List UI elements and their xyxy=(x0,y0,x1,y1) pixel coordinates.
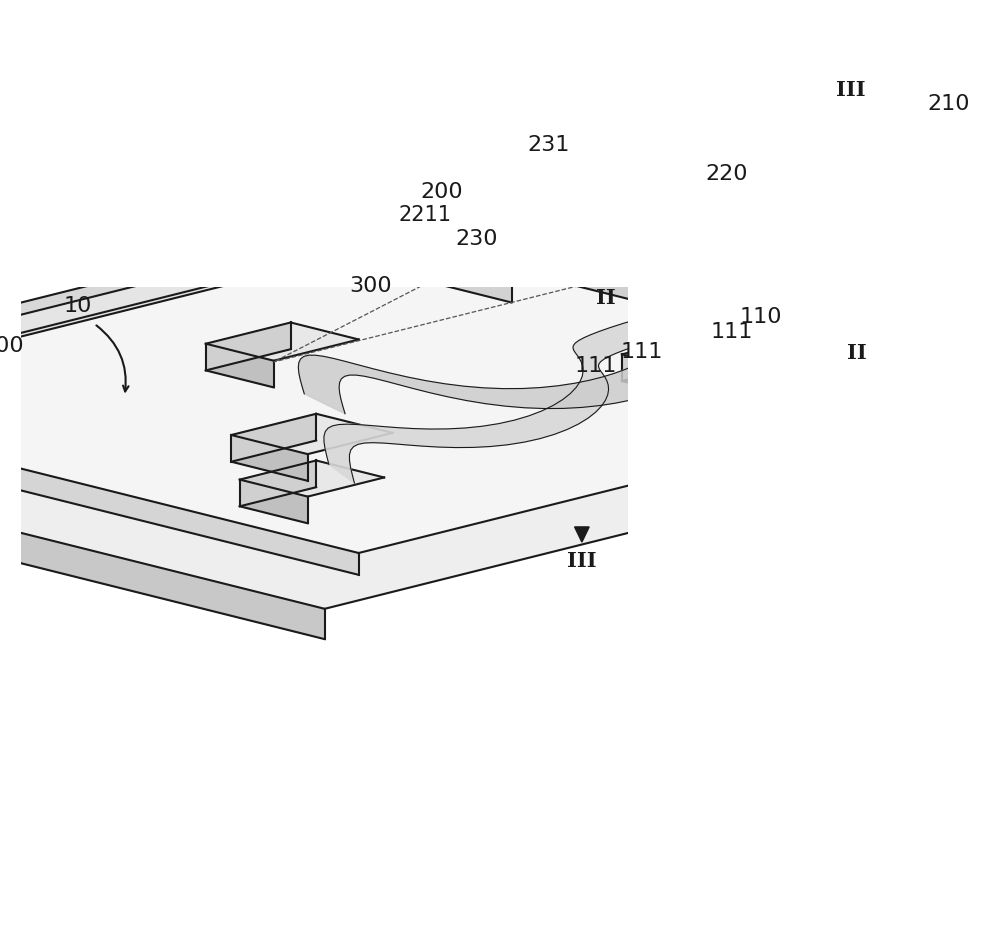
Text: 111: 111 xyxy=(621,341,663,362)
Text: 200: 200 xyxy=(420,182,463,202)
Polygon shape xyxy=(206,323,359,361)
Polygon shape xyxy=(240,461,316,506)
Polygon shape xyxy=(558,177,618,192)
Polygon shape xyxy=(206,344,274,387)
Text: 111: 111 xyxy=(710,323,753,342)
Polygon shape xyxy=(240,480,308,524)
Polygon shape xyxy=(572,180,604,189)
Polygon shape xyxy=(0,206,1000,609)
Polygon shape xyxy=(0,35,902,273)
Polygon shape xyxy=(206,38,1000,276)
Polygon shape xyxy=(206,38,851,226)
Polygon shape xyxy=(622,354,698,400)
Polygon shape xyxy=(599,264,613,279)
Polygon shape xyxy=(0,206,410,448)
Text: 231: 231 xyxy=(527,135,570,154)
Polygon shape xyxy=(850,319,865,334)
Text: 220: 220 xyxy=(706,164,748,184)
Text: 230: 230 xyxy=(456,229,498,249)
Polygon shape xyxy=(0,392,359,575)
Polygon shape xyxy=(788,161,807,165)
Polygon shape xyxy=(0,222,393,413)
Polygon shape xyxy=(231,414,393,454)
Polygon shape xyxy=(0,35,223,130)
Polygon shape xyxy=(206,199,512,303)
Polygon shape xyxy=(231,414,316,462)
Text: III: III xyxy=(836,79,866,100)
Text: 210: 210 xyxy=(928,94,970,113)
Text: 111: 111 xyxy=(575,356,617,376)
Polygon shape xyxy=(844,55,858,71)
Polygon shape xyxy=(231,435,308,481)
Text: II: II xyxy=(596,288,616,308)
Text: 100: 100 xyxy=(0,336,24,355)
Polygon shape xyxy=(298,352,691,413)
Text: 10: 10 xyxy=(64,295,92,316)
Polygon shape xyxy=(784,158,817,166)
Text: 110: 110 xyxy=(740,307,782,327)
Polygon shape xyxy=(622,333,783,373)
Polygon shape xyxy=(576,183,595,187)
Text: II: II xyxy=(847,343,867,363)
Polygon shape xyxy=(206,323,291,370)
Polygon shape xyxy=(575,527,589,542)
Polygon shape xyxy=(324,303,728,483)
Text: 300: 300 xyxy=(349,276,392,296)
Polygon shape xyxy=(0,222,1000,553)
Text: 2211: 2211 xyxy=(399,205,452,225)
Polygon shape xyxy=(0,418,325,640)
Text: III: III xyxy=(567,551,597,571)
Polygon shape xyxy=(0,103,630,299)
Polygon shape xyxy=(622,333,707,381)
Polygon shape xyxy=(770,155,830,170)
Polygon shape xyxy=(240,461,384,496)
